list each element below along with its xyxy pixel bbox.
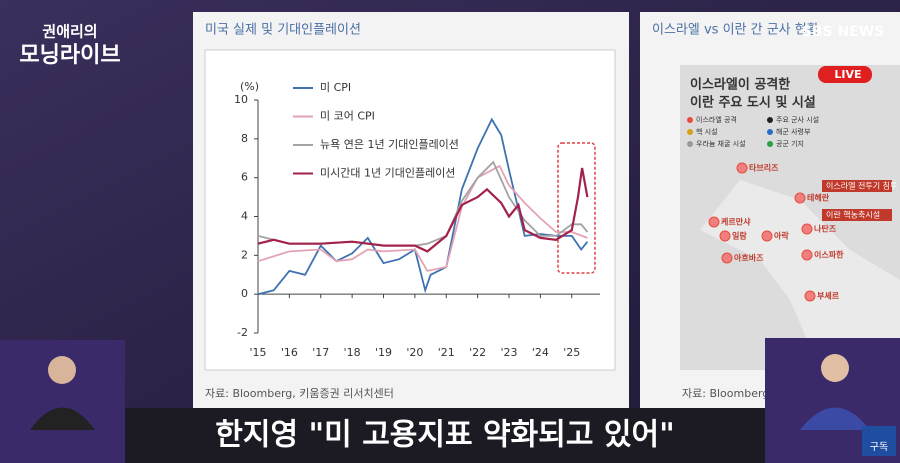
map-legend-dot [767, 141, 773, 147]
highlight-box [557, 142, 596, 274]
legend-label: 미 코어 CPI [320, 110, 375, 123]
y-tick-label: 4 [241, 210, 248, 223]
city-label: 타브리즈 [749, 163, 779, 173]
legend-label: 미시간대 1년 기대인플레이션 [320, 167, 455, 180]
subscribe-text[interactable]: 구독 [870, 441, 888, 453]
city-marker [736, 162, 748, 174]
map-legend-label: 해군 사령부 [776, 127, 811, 136]
plot-frame [204, 49, 616, 371]
map-legend-label: 공군 기지 [776, 139, 804, 148]
city-label: 이스파한 [814, 250, 844, 260]
chart-title: 미국 실제 및 기대인플레이션 [205, 23, 361, 38]
city-marker [801, 249, 813, 261]
y-unit: (%) [240, 80, 259, 93]
y-tick-label: 10 [234, 93, 248, 106]
city-label: 케르만샤 [721, 217, 751, 227]
map-tag: 이스라엘 전투기 침투 [826, 181, 897, 191]
city-label: 부셰르 [817, 291, 840, 301]
y-tick-label: 6 [241, 171, 248, 184]
logo: SBS NEWS [802, 24, 885, 40]
city-marker [761, 230, 773, 242]
map-tag-bg [822, 180, 892, 192]
city-marker [708, 216, 720, 228]
y-tick-label: 2 [241, 248, 248, 261]
host-left-body [30, 407, 95, 430]
x-tick-label: '19 [375, 346, 392, 359]
subscribe-btn[interactable] [862, 426, 896, 456]
map-tag-bg [822, 209, 892, 221]
map-land [700, 180, 900, 370]
legend-label: 미 CPI [320, 81, 351, 94]
caption-bar [125, 408, 765, 463]
city-marker [719, 230, 731, 242]
map-legend-dot [687, 117, 693, 123]
host-left-head [48, 356, 76, 384]
x-tick-label: '18 [344, 346, 361, 359]
y-tick-label: -2 [237, 326, 248, 339]
map-tag: 이란 핵농축시설 [826, 210, 880, 220]
live-badge [818, 66, 872, 83]
city-marker [721, 252, 733, 264]
city-label: 아락 [774, 231, 789, 241]
live-text: LIVE [834, 68, 861, 81]
series-line [257, 167, 589, 253]
city-marker [801, 223, 813, 235]
show-title: 모닝라이브 [19, 43, 120, 68]
x-tick-label: '20 [406, 346, 423, 359]
x-tick-label: '17 [312, 346, 329, 359]
legend-label: 뉴욕 연은 1년 기대인플레이션 [320, 138, 459, 151]
map-legend-dot [767, 129, 773, 135]
y-tick-label: 0 [241, 287, 248, 300]
host-right-body [800, 407, 870, 430]
city-marker [804, 290, 816, 302]
caption: 한지영 "미 고용지표 약화되고 있어" [215, 418, 674, 453]
x-tick-label: '22 [469, 346, 486, 359]
x-tick-label: '25 [563, 346, 580, 359]
city-label: 아흐바즈 [734, 253, 764, 263]
map-legend-label: 핵 시설 [696, 127, 718, 136]
map-heading: 이스라엘이 공격한 [690, 77, 790, 93]
x-tick-label: '16 [281, 346, 298, 359]
city-label: 일람 [732, 231, 747, 241]
map-legend-dot [687, 129, 693, 135]
show-title-top: 권애리의 [42, 23, 97, 41]
source: 자료: Bloomberg, 키움증권 리서치센터 [205, 387, 394, 400]
series-line [257, 117, 589, 296]
map-legend-label: 주요 군사 시설 [776, 115, 819, 124]
map-legend-label: 이스라엘 공격 [696, 115, 737, 124]
map-legend-dot [767, 117, 773, 123]
city-label: 테헤란 [807, 193, 830, 203]
host-right-head [821, 354, 849, 382]
city-label: 나탄즈 [814, 224, 837, 234]
map-legend-dot [687, 141, 693, 147]
x-tick-label: '21 [438, 346, 455, 359]
city-marker [794, 192, 806, 204]
series-line [257, 164, 588, 272]
y-tick-label: 8 [241, 132, 248, 145]
x-tick-label: '23 [500, 346, 517, 359]
x-tick-label: '15 [249, 346, 266, 359]
map-title: 이스라엘 vs 이란 간 군사 현황 [652, 23, 819, 38]
map-heading: 이란 주요 도시 및 시설 [690, 95, 816, 111]
x-tick-label: '24 [532, 346, 549, 359]
map-legend-label: 우라늄 채굴 시설 [696, 139, 746, 148]
